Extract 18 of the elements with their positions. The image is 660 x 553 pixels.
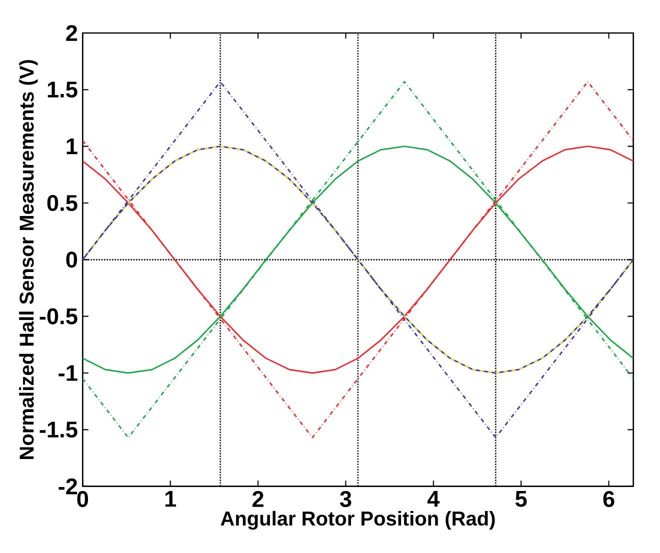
x-tick-label: 5 (515, 491, 527, 507)
x-tick-label: 0 (77, 491, 88, 508)
y-tick-label: 0.5 (47, 194, 78, 212)
y-tick-label: 1.5 (48, 82, 78, 98)
x-tick-label: 6 (603, 491, 614, 508)
y-tick-label: -2 (58, 478, 78, 494)
y-tick-label: 2 (66, 25, 78, 41)
y-tick-label: -1 (58, 365, 78, 381)
y-tick-label: 0 (66, 252, 78, 268)
x-tick-label: 3 (340, 491, 352, 508)
y-tick-label: -1.5 (40, 422, 78, 438)
x-axis-title: Angular Rotor Position (Rad) (220, 510, 495, 530)
y-tick-label: -0.5 (40, 308, 78, 324)
y-tick-label: 1 (66, 138, 78, 154)
x-tick-label: 4 (427, 491, 440, 507)
y-axis-title: Normalized Hall Sensor Measurements (V) (19, 60, 38, 459)
x-tick-label: 1 (165, 491, 176, 507)
x-tick-label: 2 (252, 491, 264, 507)
